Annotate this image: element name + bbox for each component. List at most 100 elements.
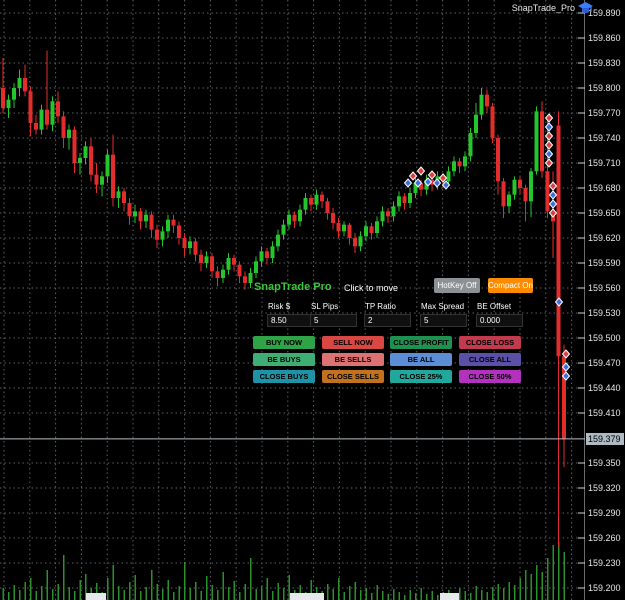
candle-body [193,241,198,255]
volume-bar [189,588,191,600]
trade-marker-sell [427,170,437,180]
volume-bar [481,590,483,600]
trade-marker-sell [408,171,418,181]
price-tick-label: 159.650 [588,207,621,218]
candle-body [39,109,44,130]
compact-toggle-button[interactable]: Compact On [488,278,533,293]
candle-body [490,106,495,138]
buy-now-button[interactable]: BUY NOW [253,336,315,349]
candle-body [501,181,506,207]
candle-body [67,129,71,138]
volume-bar [140,591,142,600]
volume-bar [52,589,54,600]
volume-bar [112,565,114,600]
field-label-max-spread: Max Spread [421,302,465,311]
field-input-tp-ratio[interactable]: 2 [364,314,411,327]
volume-bar [415,593,417,600]
field-label-risk-: Risk $ [268,302,291,311]
candle-body [545,171,550,212]
field-input-risk-[interactable]: 8.50 [267,314,314,327]
volume-bar [162,589,164,600]
price-tick-label: 159.200 [588,582,621,593]
volume-bar [57,584,59,600]
candle-body [276,234,280,247]
hotkey-toggle-button[interactable]: HotKey Off [434,278,480,293]
candle-body [34,122,38,130]
price-tick-label: 159.710 [588,157,621,168]
volume-bar [217,590,219,600]
candle-body [188,241,192,248]
trade-marker-buy [441,180,451,190]
candle-body [353,237,357,247]
trade-marker-buy [413,178,423,188]
volume-bar [129,582,131,600]
volume-bar [255,589,257,600]
candle-body [166,219,170,232]
price-tick-label: 159.410 [588,407,621,418]
candle-body [518,179,522,188]
volume-bar [349,586,351,600]
close-loss-button[interactable]: CLOSE LOSS [459,336,521,349]
volume-bar [547,558,549,600]
candle-body [463,156,467,167]
close-buys-button[interactable]: CLOSE BUYS [253,370,315,383]
candle-body [397,196,401,207]
close-sells-button[interactable]: CLOSE SELLS [322,370,384,383]
field-label-sl-pips: SL Pips [311,302,339,311]
volume-bar [541,572,543,600]
close-50--button[interactable]: CLOSE 50% [459,370,521,383]
candle-body [254,261,258,273]
candle-body [485,94,489,107]
close-25--button[interactable]: CLOSE 25% [390,370,452,383]
candle-body [529,171,533,202]
candle-body [105,154,110,177]
volume-bar [387,594,389,600]
field-input-be-offset[interactable]: 0.000 [476,314,523,327]
candle-body [303,197,308,210]
candle-body [265,251,269,258]
candle-body [523,187,528,202]
volume-bar [497,584,499,600]
be-buys-button[interactable]: BE BUYS [253,353,315,366]
trade-marker-sell [438,173,448,183]
field-input-max-spread[interactable]: 5 [420,314,467,327]
volume-bar [200,591,202,600]
candle-body [122,191,126,203]
volume-bar [382,591,384,600]
sell-now-button[interactable]: SELL NOW [322,336,384,349]
close-profit-button[interactable]: CLOSE PROFIT [390,336,452,349]
candle-body [540,111,544,172]
candle-body [210,256,214,272]
volume-bar [167,580,169,600]
candle-body [226,257,231,270]
candle-body [6,99,11,108]
volume-bar [431,591,433,600]
field-input-sl-pips[interactable]: 5 [310,314,357,327]
candle-body [292,214,297,222]
volume-bar [96,583,98,600]
trade-marker-buy [423,177,433,187]
panel-drag-handle[interactable]: Click to move [344,283,399,293]
candle-body [331,212,335,223]
price-tick-label: 159.770 [588,107,621,118]
candle-body [215,271,220,278]
volume-bar [558,542,560,600]
candle-body [534,111,539,172]
trade-marker-buy [544,149,554,159]
candle-body [457,161,462,167]
volume-bar [244,584,246,600]
close-all-button[interactable]: CLOSE ALL [459,353,521,366]
panel-title: SnapTrade Pro [254,281,332,293]
volume-bar [470,593,472,600]
candle-body [12,87,16,100]
volume-bar [13,585,15,600]
volume-bar [206,576,208,600]
candle-body [144,214,148,222]
candle-body [138,211,143,222]
trade-marker-sell [548,181,558,191]
be-sells-button[interactable]: BE SELLS [322,353,384,366]
candle-body [419,182,423,190]
volume-bar [233,581,235,600]
candle-body [72,129,77,163]
be-all-button[interactable]: BE ALL [390,353,452,366]
